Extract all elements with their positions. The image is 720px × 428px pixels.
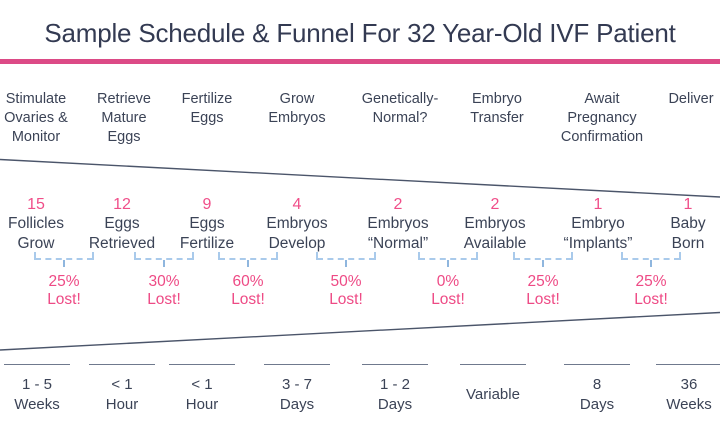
stage-count: 12 — [113, 196, 131, 213]
duration-tick — [4, 364, 70, 365]
bracket-tick-middle — [345, 260, 347, 267]
stage-step-label: Genetically- Normal? — [361, 91, 439, 126]
bracket-tick-middle — [163, 260, 165, 267]
loss-label: 50% Lost! — [329, 273, 363, 308]
stage-result-label: Eggs Retrieved — [88, 215, 156, 252]
duration-tick — [169, 364, 235, 365]
funnel-top-line — [0, 158, 720, 198]
bracket-tick-right — [374, 252, 376, 260]
stage-result-label: Embryos Develop — [266, 215, 328, 252]
loss-label: 0% Lost! — [431, 273, 465, 308]
stage-count: 4 — [292, 196, 302, 213]
loss-label: 25% Lost! — [634, 273, 668, 308]
duration-tick — [460, 364, 526, 365]
stage-step-label: Fertilize Eggs — [181, 91, 233, 126]
bracket-line — [514, 258, 572, 260]
loss-label: 60% Lost! — [231, 273, 265, 308]
stage-step-label: Deliver — [668, 91, 714, 107]
bracket-tick-left — [134, 252, 136, 260]
stage-step-label: Grow Embryos — [268, 91, 326, 126]
bracket-tick-right — [276, 252, 278, 260]
stage-count: 1 — [593, 196, 603, 213]
duration-label: 1 - 2 Days — [377, 375, 413, 414]
stage-count: 15 — [27, 196, 45, 213]
stage-result-label: Eggs Fertilize — [179, 215, 235, 252]
loss-bracket-icon — [316, 252, 376, 267]
duration-tick — [264, 364, 330, 365]
bracket-line — [419, 258, 477, 260]
duration-label: < 1 Hour — [185, 375, 219, 414]
duration-label: 8 Days — [579, 375, 615, 414]
bracket-line — [135, 258, 193, 260]
bracket-tick-left — [34, 252, 36, 260]
loss-label: 25% Lost! — [526, 273, 560, 308]
loss-label: 30% Lost! — [147, 273, 181, 308]
bracket-tick-left — [418, 252, 420, 260]
stage-result-label: Embryo “Implants” — [563, 215, 633, 252]
stage-result-label: Baby Born — [670, 215, 706, 252]
duration-label: 3 - 7 Days — [279, 375, 315, 414]
bracket-tick-left — [316, 252, 318, 260]
bracket-tick-right — [679, 252, 681, 260]
loss-bracket-icon — [34, 252, 94, 267]
duration-label: Variable — [466, 385, 520, 403]
stage-step-label: Retrieve Mature Eggs — [97, 91, 151, 145]
loss-bracket-icon — [621, 252, 681, 267]
bracket-tick-right — [571, 252, 573, 260]
bracket-tick-right — [476, 252, 478, 260]
stage-count: 2 — [490, 196, 500, 213]
stage-step-label: Await Pregnancy Confirmation — [560, 91, 644, 145]
duration-tick — [89, 364, 155, 365]
bracket-tick-left — [513, 252, 515, 260]
loss-bracket-icon — [134, 252, 194, 267]
bracket-tick-middle — [447, 260, 449, 267]
stage-count: 1 — [683, 196, 693, 213]
loss-bracket-icon — [218, 252, 278, 267]
bracket-tick-right — [92, 252, 94, 260]
duration-tick — [362, 364, 428, 365]
bracket-tick-middle — [542, 260, 544, 267]
bracket-tick-right — [192, 252, 194, 260]
bracket-tick-middle — [63, 260, 65, 267]
stage-step-label: Embryo Transfer — [470, 91, 524, 126]
loss-bracket-icon — [418, 252, 478, 267]
page-title: Sample Schedule & Funnel For 32 Year-Old… — [44, 18, 676, 48]
bracket-line — [35, 258, 93, 260]
bracket-line — [622, 258, 680, 260]
stage-result-label: Follicles Grow — [8, 215, 64, 252]
duration-label: < 1 Hour — [105, 375, 139, 414]
loss-label: 25% Lost! — [47, 273, 81, 308]
stage-result-label: Embryos Available — [463, 215, 527, 252]
duration-tick — [564, 364, 630, 365]
bracket-tick-left — [621, 252, 623, 260]
stage-step-label: Stimulate Ovaries & Monitor — [4, 91, 68, 145]
bracket-line — [219, 258, 277, 260]
stage-count: 9 — [202, 196, 212, 213]
bracket-tick-middle — [650, 260, 652, 267]
duration-label: 1 - 5 Weeks — [14, 375, 60, 414]
bracket-tick-middle — [247, 260, 249, 267]
duration-label: 36 Weeks — [666, 375, 712, 414]
duration-tick — [656, 364, 720, 365]
stage-result-label: Embryos “Normal” — [367, 215, 429, 252]
bracket-line — [317, 258, 375, 260]
title-underline — [0, 59, 720, 64]
funnel-bottom-line — [0, 311, 720, 351]
bracket-tick-left — [218, 252, 220, 260]
loss-bracket-icon — [513, 252, 573, 267]
stage-count: 2 — [393, 196, 403, 213]
